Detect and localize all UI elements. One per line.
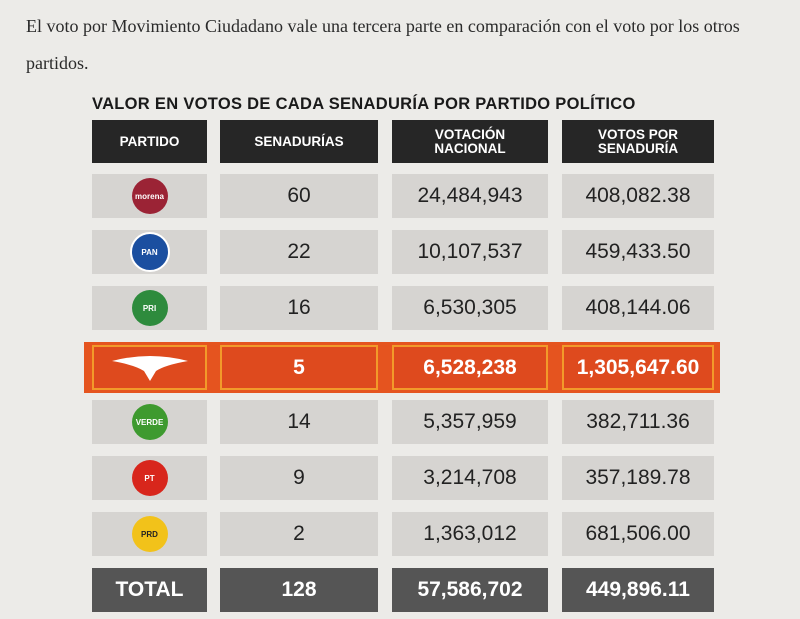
data-cell: 14 [220,400,378,444]
total-cell: 57,586,702 [392,568,548,612]
party-cell: PRI [92,286,207,330]
data-cell: 24,484,943 [392,174,548,218]
paragraph: El voto por Movimiento Ciudadano vale un… [26,16,740,73]
party-logo: PRD [131,516,168,552]
party-logo: PRI [131,290,168,326]
header-cell: VOTOS POR SENADURÍA [562,120,714,163]
total-cell: TOTAL [92,568,207,612]
data-cell: 408,144.06 [562,286,714,330]
data-cell: 16 [220,286,378,330]
data-cell: 382,711.36 [562,400,714,444]
total-cell: 449,896.11 [562,568,714,612]
data-cell: 459,433.50 [562,230,714,274]
data-cell: 6,530,305 [392,286,548,330]
data-cell: 60 [220,174,378,218]
total-cell: 128 [220,568,378,612]
data-cell: 9 [220,456,378,500]
header-cell: SENADURÍAS [220,120,378,163]
data-cell: 10,107,537 [392,230,548,274]
header-cell: PARTIDO [92,120,207,163]
party-logo: PT [131,460,168,496]
party-logo: PAN [129,232,170,272]
data-cell: 681,506.00 [562,512,714,556]
party-cell [92,345,207,390]
eagle-logo [111,355,188,381]
party-cell: PAN [92,230,207,274]
party-cell: VERDE [92,400,207,444]
data-cell: 6,528,238 [392,345,548,390]
data-cell: 408,082.38 [562,174,714,218]
data-cell: 3,214,708 [392,456,548,500]
data-cell: 1,305,647.60 [562,345,714,390]
party-cell: PT [92,456,207,500]
table-title: VALOR EN VOTOS DE CADA SENADURÍA POR PAR… [92,95,636,113]
data-cell: 22 [220,230,378,274]
party-cell: PRD [92,512,207,556]
header-cell: VOTACIÓN NACIONAL [392,120,548,163]
data-cell: 357,189.78 [562,456,714,500]
data-cell: 5,357,959 [392,400,548,444]
data-cell: 2 [220,512,378,556]
party-logo: VERDE [131,404,168,440]
data-cell: 1,363,012 [392,512,548,556]
party-cell: morena [92,174,207,218]
data-cell: 5 [220,345,378,390]
party-logo: morena [131,178,168,214]
